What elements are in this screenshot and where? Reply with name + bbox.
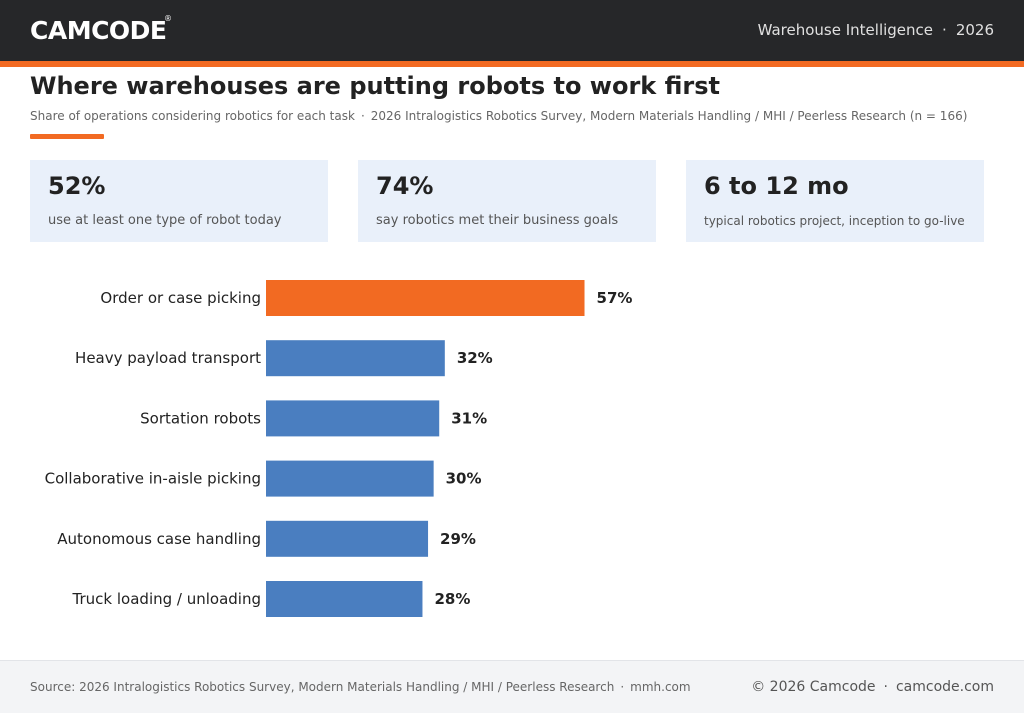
bar-heavy-payload-transport [266, 340, 445, 377]
header-accent-rule [0, 61, 1024, 67]
bar-order-or-case-picking [266, 280, 585, 316]
kpi-card-project-duration: 6 to 12 mo typical robotics project, inc… [686, 160, 984, 242]
footer-source: Source: 2026 Intralogistics Robotics Sur… [30, 678, 691, 696]
footer-credits: © 2026 Camcode · camcode.com [751, 677, 994, 697]
registered-mark: ® [164, 14, 172, 23]
value-label-collaborative-in-aisle-picking: 30% [446, 470, 482, 488]
category-label-heavy-payload-transport: Heavy payload transport [75, 349, 261, 367]
category-label-collaborative-in-aisle-picking: Collaborative in-aisle picking [45, 470, 261, 488]
page-subtitle: Share of operations considering robotics… [30, 108, 967, 124]
value-label-order-or-case-picking: 57% [597, 289, 633, 307]
header-separator: · [942, 21, 947, 39]
kpi-label: say robotics met their business goals [376, 213, 619, 228]
subtitle-description: Share of operations considering robotics… [30, 109, 355, 123]
camcode-logo: CAMCODE ® [30, 14, 172, 46]
footer-source-separator: · [620, 680, 625, 694]
bar-sortation-robots [266, 400, 440, 437]
category-label-order-or-case-picking: Order or case picking [100, 289, 261, 307]
footer-copyright: © 2026 Camcode [751, 679, 876, 695]
kpi-card-business-goals: 74% say robotics met their business goal… [358, 160, 656, 242]
category-label-autonomous-case-handling: Autonomous case handling [57, 530, 261, 548]
header-meta: Warehouse Intelligence · 2026 [758, 20, 994, 40]
category-label-sortation-robots: Sortation robots [140, 409, 261, 427]
footer-site: camcode.com [895, 679, 994, 695]
value-label-sortation-robots: 31% [451, 409, 487, 427]
bar-collaborative-in-aisle-picking [266, 460, 434, 497]
kpi-value: 74% [376, 172, 434, 200]
subtitle-source: 2026 Intralogistics Robotics Survey, Mod… [370, 109, 968, 123]
logo-text: CAMCODE [30, 16, 167, 45]
kpi-value: 52% [48, 172, 106, 200]
header-year: 2026 [955, 21, 994, 39]
footer-site-separator: · [883, 679, 888, 695]
top-bar: CAMCODE ® Warehouse Intelligence · 2026 [0, 0, 1024, 61]
bar-chart: Order or case picking 57% Heavy payload tr… [45, 280, 633, 617]
footer-source-text: Source: 2026 Intralogistics Robotics Sur… [30, 680, 615, 694]
category-label-truck-loading-unloading: Truck loading / unloading [72, 590, 261, 608]
kpi-value: 6 to 12 mo [704, 172, 849, 200]
bar-autonomous-case-handling [266, 520, 429, 557]
header-section: Warehouse Intelligence [757, 21, 934, 39]
kpi-card-robot-use: 52% use at least one type of robot today [30, 160, 328, 242]
value-label-truck-loading-unloading: 28% [434, 590, 470, 608]
kpi-label: typical robotics project, inception to g… [704, 214, 965, 228]
kpi-label: use at least one type of robot today [48, 213, 282, 228]
footer: Source: 2026 Intralogistics Robotics Sur… [0, 660, 1024, 713]
page-title: Where warehouses are putting robots to w… [30, 72, 720, 100]
value-label-autonomous-case-handling: 29% [440, 530, 476, 548]
title-accent-underline [30, 134, 104, 139]
footer-source-site: mmh.com [630, 680, 691, 694]
subtitle-separator: · [360, 109, 365, 123]
bar-truck-loading-unloading [266, 581, 423, 617]
value-label-heavy-payload-transport: 32% [457, 349, 493, 367]
